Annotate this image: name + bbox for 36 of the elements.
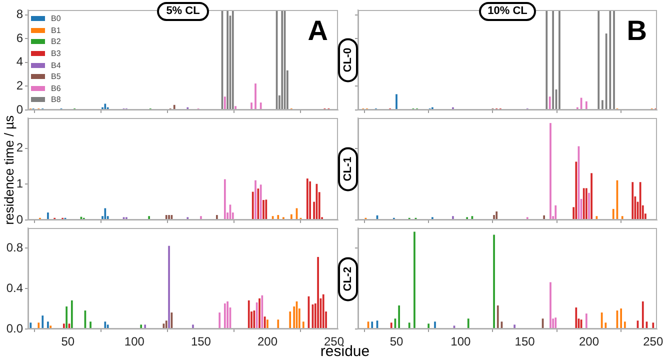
y-tick-label: 4: [16, 54, 24, 69]
x-tick-label: 200: [257, 334, 278, 349]
y-axis-title: residence time / µs: [2, 115, 16, 225]
x-tick-label: 250: [643, 334, 664, 349]
chart-title: 5% CL: [157, 2, 209, 21]
x-tick-label: 50: [390, 334, 404, 349]
legend-label: B8: [51, 95, 61, 104]
y-tick-label: 0.0: [6, 321, 24, 336]
text: CL-1: [338, 146, 358, 192]
y-tick-label: 2: [16, 78, 24, 93]
x-tick-label: 100: [450, 334, 471, 349]
y-tick-label: 6: [16, 30, 24, 45]
text: CL-0: [338, 38, 358, 82]
text: CL-2: [338, 256, 358, 301]
legend-label: B6: [51, 84, 61, 93]
legend-label: B2: [51, 37, 61, 46]
y-tick-label: 2: [16, 140, 24, 155]
y-tick-label: 1: [16, 176, 24, 191]
y-tick-label: 8: [16, 7, 24, 22]
y-tick-label: 0.4: [6, 280, 24, 295]
x-tick-label: 150: [190, 334, 212, 349]
x-tick-label: 150: [514, 334, 536, 349]
y-tick-label: 0: [16, 212, 24, 226]
x-tick-label: 50: [61, 334, 75, 349]
legend-label: B5: [51, 72, 61, 82]
y-tick-label: 0: [16, 102, 24, 116]
annotation: B: [626, 15, 647, 46]
x-tick-label: 100: [124, 334, 145, 349]
legend-label: B4: [51, 60, 61, 70]
chart-title: 10% CL: [478, 2, 536, 21]
legend-label: B1: [51, 26, 61, 35]
legend-label: B0: [51, 14, 61, 24]
y-tick-label: 0.8: [6, 240, 24, 255]
x-tick-label: 200: [578, 334, 600, 349]
legend-label: B3: [51, 49, 61, 58]
annotation: A: [308, 15, 328, 46]
